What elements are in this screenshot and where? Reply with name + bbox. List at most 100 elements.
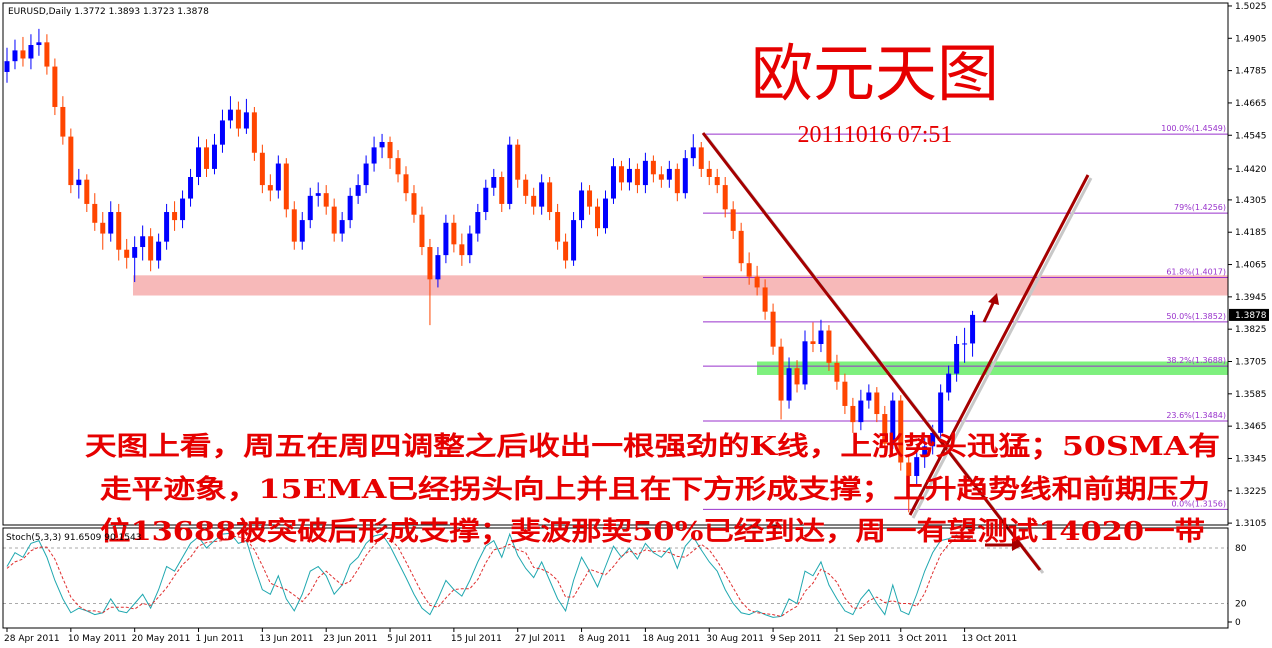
candle-body bbox=[387, 141, 393, 159]
candle-body bbox=[834, 362, 840, 382]
candle-body bbox=[946, 373, 952, 393]
candle-body bbox=[531, 195, 537, 207]
candle-body bbox=[882, 414, 888, 444]
stoch-line bbox=[6, 532, 973, 618]
chart-title: 欧元天图 bbox=[751, 37, 999, 110]
candle-body bbox=[890, 400, 896, 444]
candle-body bbox=[842, 381, 848, 406]
last-price-box bbox=[1229, 308, 1269, 321]
candle-body bbox=[267, 185, 273, 191]
candle-body bbox=[499, 177, 505, 204]
candle-body bbox=[347, 195, 353, 221]
candle-body bbox=[810, 341, 816, 344]
candle-body bbox=[475, 212, 481, 234]
candle-body bbox=[84, 179, 90, 204]
candle-body bbox=[28, 45, 34, 59]
candle-body bbox=[866, 392, 872, 401]
candle-body bbox=[970, 314, 976, 344]
x-tick-label: 8 Aug 2011 bbox=[579, 634, 631, 644]
candle-body bbox=[730, 209, 736, 231]
candle-body bbox=[419, 214, 425, 248]
x-tick-label: 18 Aug 2011 bbox=[642, 634, 700, 644]
candle-body bbox=[427, 247, 433, 280]
candle-body bbox=[714, 177, 720, 186]
candle-body bbox=[954, 343, 960, 374]
y-tick-label: 1.3105 bbox=[1235, 519, 1267, 529]
candle-body bbox=[754, 276, 760, 288]
candle-body bbox=[219, 120, 225, 145]
marks bbox=[4, 28, 976, 618]
y-tick-label: 1.4420 bbox=[1235, 165, 1267, 175]
candle-body bbox=[243, 112, 249, 129]
x-tick-label: 10 May 2011 bbox=[68, 634, 127, 644]
stoch-line bbox=[6, 535, 973, 617]
y-tick-label: 1.3945 bbox=[1235, 293, 1267, 303]
candle-body bbox=[610, 166, 616, 199]
candle-body bbox=[515, 144, 521, 180]
candle-body bbox=[826, 330, 832, 363]
zone bbox=[133, 275, 1228, 296]
candle-body bbox=[682, 158, 688, 194]
candle-body bbox=[44, 42, 50, 67]
candle-body bbox=[587, 190, 593, 207]
candle-body bbox=[906, 462, 912, 476]
chart-subtitle: 20111016 07:51 bbox=[798, 122, 953, 148]
candle-body bbox=[898, 400, 904, 463]
candle-body bbox=[962, 343, 968, 345]
annotation-line: 走平迹象，15EMA已经拐头向上并且在下方形成支撑；上升趋势线和前期压力 bbox=[100, 474, 1210, 505]
y-tick-label: 20 bbox=[1235, 600, 1247, 610]
fib-label: 38.2%(1.3688) bbox=[1166, 356, 1226, 365]
candle-body bbox=[443, 222, 449, 256]
y-tick-label: 1.4665 bbox=[1235, 99, 1267, 109]
candle-body bbox=[116, 212, 122, 250]
x-tick-label: 1 Jun 2011 bbox=[196, 634, 244, 644]
candle-body bbox=[650, 160, 656, 175]
x-tick-label: 21 Sep 2011 bbox=[834, 634, 891, 644]
y-tick-label: 1.4545 bbox=[1235, 131, 1267, 141]
trend-lines bbox=[701, 132, 1093, 574]
candle-body bbox=[196, 147, 202, 177]
candle-body bbox=[180, 198, 186, 221]
candle-body bbox=[291, 209, 297, 242]
x-tick-label: 30 Aug 2011 bbox=[706, 634, 764, 644]
candle-body bbox=[108, 212, 114, 234]
x-tick-label: 9 Sep 2011 bbox=[770, 634, 821, 644]
candle-body bbox=[634, 168, 640, 186]
fib-label: 0.0%(1.3156) bbox=[1171, 499, 1226, 508]
x-tick-label: 15 Jul 2011 bbox=[451, 634, 502, 644]
candle-body bbox=[411, 193, 417, 215]
candle-body bbox=[204, 147, 209, 169]
y-tick-label: 1.3825 bbox=[1235, 325, 1267, 335]
candle-body bbox=[76, 179, 82, 186]
candle-body bbox=[626, 168, 632, 183]
candle-body bbox=[722, 185, 728, 210]
candle-body bbox=[507, 144, 513, 204]
x-tick-label: 23 Jun 2011 bbox=[323, 634, 377, 644]
candle-body bbox=[690, 147, 696, 159]
candle-body bbox=[164, 212, 170, 242]
candle-body bbox=[595, 206, 601, 229]
annotation-line: 位13688被突破后形成支撑；斐波那契50%已经到达，周一有望测试14020一带 bbox=[100, 516, 1205, 547]
candle-body bbox=[315, 193, 321, 196]
arrow-head bbox=[1012, 539, 1023, 551]
candle-body bbox=[794, 368, 800, 385]
fib-label: 100.0%(1.4549) bbox=[1161, 124, 1226, 133]
candle-body bbox=[172, 212, 178, 221]
candle-body bbox=[539, 182, 545, 207]
candle-body bbox=[706, 168, 712, 177]
candle-body bbox=[451, 222, 457, 245]
candle-body bbox=[355, 185, 361, 196]
candle-body bbox=[283, 163, 289, 210]
candle-body bbox=[563, 241, 569, 261]
candle-body bbox=[858, 400, 864, 423]
candle-body bbox=[148, 236, 154, 261]
candle-body bbox=[435, 255, 441, 280]
down-trend-line bbox=[701, 132, 1042, 571]
fib-label: 61.8%(1.4017) bbox=[1166, 267, 1226, 276]
candle-body bbox=[12, 50, 18, 62]
trend-line-shadow bbox=[911, 177, 1093, 519]
fib-label: 79%(1.4256) bbox=[1174, 203, 1226, 212]
candle-body bbox=[874, 392, 880, 415]
